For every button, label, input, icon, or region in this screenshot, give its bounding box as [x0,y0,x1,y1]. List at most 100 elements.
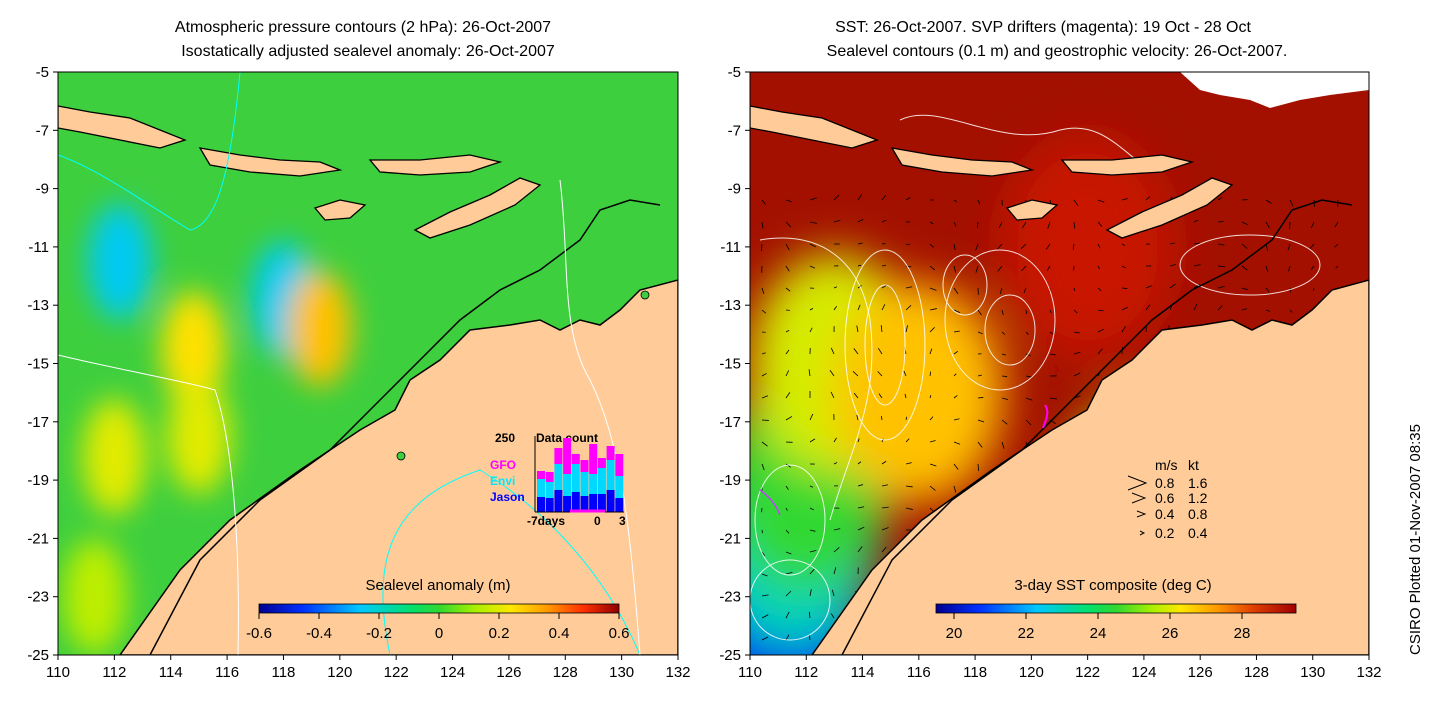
velocity-arrow [833,528,841,531]
velocity-legend-header-kt: kt [1188,457,1199,473]
velocity-arrow [953,265,957,273]
velocity-arrow [785,416,793,421]
y-tick-label: -13 [27,297,49,314]
velocity-arrow [853,348,859,355]
y-tick-label: -11 [720,239,741,256]
velocity-arrow [1121,306,1128,311]
inset-bar-envi [563,474,572,496]
inset-bar-envi [580,472,589,496]
inset-bar-gfo [606,446,615,460]
velocity-arrow [1001,375,1008,377]
colorbar-tick-label: 0.4 [549,625,570,642]
sealevel-contour [754,464,826,576]
velocity-arrow [953,330,960,333]
velocity-arrow [929,348,933,355]
velocity-arrow [833,286,838,289]
inset-legend-envi: Envi [490,474,515,488]
velocity-arrow [761,373,767,377]
left-axes: 110 112 114 116 118 120 122 124 126 128 130 132 -5 -7… [27,64,690,681]
timor-island [1105,177,1234,239]
velocity-arrow [1335,265,1339,269]
velocity-arrow [809,529,816,532]
velocity-arrow [929,265,935,271]
velocity-arrow [1097,221,1103,227]
velocity-arrow [1193,264,1201,267]
inset-bar-envi [571,464,580,492]
y-tick-label: -7 [36,122,49,139]
sla-colorbar: Sealevel anomaly (m) -0.6 -0.4 -0.2 0 0.2 0.4… [246,577,629,642]
velocity-arrow [761,441,768,447]
velocity-arrow [903,370,907,377]
colorbar-tick-label: 0 [435,625,443,642]
velocity-arrow [857,304,861,311]
left-title-line1: Atmospheric pressure contours (2 hPa): 2… [175,19,551,36]
velocity-arrow [1217,286,1225,289]
velocity-arrow [857,484,864,487]
velocity-arrow [761,395,769,399]
x-tick-label: 124 [440,664,465,681]
velocity-arrow [785,221,792,228]
velocity-arrow [904,393,907,399]
velocity-arrow [809,589,812,597]
velocity-arrow [1097,243,1101,249]
colorbar-tick-label: 0.6 [609,625,630,642]
velocity-arrow [1121,198,1128,201]
y-tick-label: -5 [728,64,741,81]
velocity-arrow [1265,309,1270,312]
inset-legend-gfo: GFO [490,458,516,472]
velocity-arrow [953,395,958,399]
velocity-arrow [809,507,814,511]
inset-bar-jason [563,496,572,512]
station-marker [640,290,650,300]
sealevel-contour [944,249,1056,391]
sla-anomaly-field [62,203,353,655]
y-tick-label: -15 [27,356,49,373]
velocity-arrow [1193,283,1201,289]
velocity-arrow [1310,221,1315,229]
timor-island [413,177,542,239]
velocity-arrow [809,221,817,224]
inset-bar-gfo [615,454,624,476]
y-tick-label: -11 [28,239,49,256]
velocity-arrow [1046,265,1051,271]
inset-legend-jason: Jason [490,490,525,504]
sla-anomaly-blob [288,270,353,387]
sealevel-contour [899,114,1151,171]
velocity-arrow [1097,199,1105,203]
velocity-arrow [785,349,790,355]
velocity-arrow [857,546,863,553]
right-map [750,72,1369,655]
velocity-arrow [881,484,889,487]
x-tick-label: 110 [738,664,762,681]
velocity-arrow [1025,309,1028,314]
velocity-arrow [857,506,865,509]
velocity-arrow [1145,196,1151,201]
velocity-arrow [1287,243,1291,251]
velocity-arrow [829,370,835,377]
velocity-arrow [905,438,910,443]
velocity-arrow [857,438,860,443]
x-tick-label: 122 [1075,664,1100,681]
velocity-arrow [929,221,934,225]
velocity-arrow [857,526,865,531]
velocity-arrow [833,306,837,311]
velocity-arrow [1025,331,1029,335]
velocity-arrow [905,304,912,311]
velocity-arrow [1265,221,1270,229]
y-tick-label: -21 [719,530,741,547]
velocity-arrow [1334,221,1339,228]
velocity-arrow [1217,197,1222,201]
velocity-arrow [1049,353,1056,356]
velocity-arrow [953,199,957,203]
velocity-arrow [975,265,979,273]
sla-colorbar-label: Sealevel anomaly (m) [365,577,510,594]
java-island [58,105,187,149]
velocity-arrow [1289,309,1293,313]
x-tick-label: 114 [851,664,875,681]
sst-blob [1002,136,1173,357]
velocity-arrow [1001,419,1008,425]
velocity-arrow [1073,287,1076,292]
velocity-arrow [1073,199,1079,206]
velocity-arrow [977,221,979,228]
velocity-arrow [785,287,791,292]
